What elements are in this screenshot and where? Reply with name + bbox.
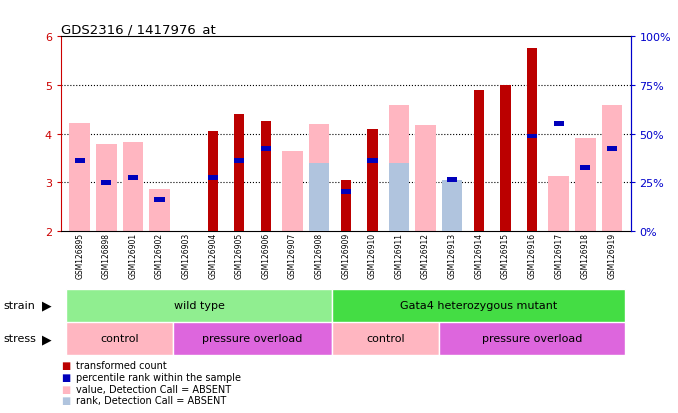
Bar bbox=[261, 146, 271, 151]
Text: pressure overload: pressure overload bbox=[482, 334, 582, 344]
Bar bbox=[340, 180, 351, 231]
Bar bbox=[442, 180, 462, 231]
Bar bbox=[527, 134, 537, 139]
Bar bbox=[96, 145, 117, 231]
Bar bbox=[173, 322, 332, 355]
Text: ▶: ▶ bbox=[42, 299, 52, 312]
Bar bbox=[601, 106, 622, 231]
Text: rank, Detection Call = ABSENT: rank, Detection Call = ABSENT bbox=[76, 395, 226, 405]
Text: Gata4 heterozygous mutant: Gata4 heterozygous mutant bbox=[400, 301, 557, 311]
Bar bbox=[575, 139, 595, 231]
Bar bbox=[261, 122, 271, 231]
Bar bbox=[416, 126, 436, 231]
Text: ■: ■ bbox=[61, 384, 71, 394]
Bar bbox=[580, 166, 591, 171]
Text: ■: ■ bbox=[61, 361, 71, 370]
Text: stress: stress bbox=[3, 334, 36, 344]
Text: GDS2316 / 1417976_at: GDS2316 / 1417976_at bbox=[61, 23, 216, 36]
Bar bbox=[388, 106, 410, 231]
Bar bbox=[527, 49, 537, 231]
Text: strain: strain bbox=[3, 301, 35, 311]
Bar bbox=[66, 322, 173, 355]
Bar bbox=[442, 180, 462, 231]
Bar bbox=[500, 86, 511, 231]
Text: ■: ■ bbox=[61, 372, 71, 382]
Bar bbox=[309, 125, 330, 231]
Bar bbox=[66, 289, 332, 322]
Bar bbox=[207, 132, 218, 231]
Bar bbox=[101, 180, 111, 185]
Text: control: control bbox=[100, 334, 139, 344]
Text: value, Detection Call = ABSENT: value, Detection Call = ABSENT bbox=[76, 384, 231, 394]
Bar bbox=[388, 163, 410, 231]
Bar bbox=[332, 322, 439, 355]
Bar bbox=[309, 163, 330, 231]
Bar bbox=[234, 115, 245, 231]
Bar bbox=[123, 143, 143, 231]
Text: transformed count: transformed count bbox=[76, 361, 167, 370]
Bar bbox=[127, 176, 138, 180]
Bar bbox=[367, 129, 378, 231]
Text: ▶: ▶ bbox=[42, 332, 52, 345]
Bar bbox=[439, 322, 625, 355]
Bar bbox=[474, 90, 484, 231]
Bar bbox=[282, 151, 303, 231]
Bar bbox=[549, 177, 569, 231]
Bar bbox=[553, 122, 564, 127]
Text: wild type: wild type bbox=[174, 301, 225, 311]
Bar bbox=[75, 159, 85, 163]
Text: percentile rank within the sample: percentile rank within the sample bbox=[76, 372, 241, 382]
Bar bbox=[207, 176, 218, 180]
Bar bbox=[155, 197, 165, 202]
Bar bbox=[332, 289, 625, 322]
Bar bbox=[340, 190, 351, 195]
Bar bbox=[447, 178, 458, 183]
Bar bbox=[234, 159, 245, 163]
Text: pressure overload: pressure overload bbox=[203, 334, 303, 344]
Text: control: control bbox=[366, 334, 405, 344]
Bar bbox=[69, 123, 90, 231]
Bar bbox=[367, 159, 378, 163]
Bar bbox=[607, 146, 617, 151]
Bar bbox=[149, 189, 170, 231]
Text: ■: ■ bbox=[61, 395, 71, 405]
